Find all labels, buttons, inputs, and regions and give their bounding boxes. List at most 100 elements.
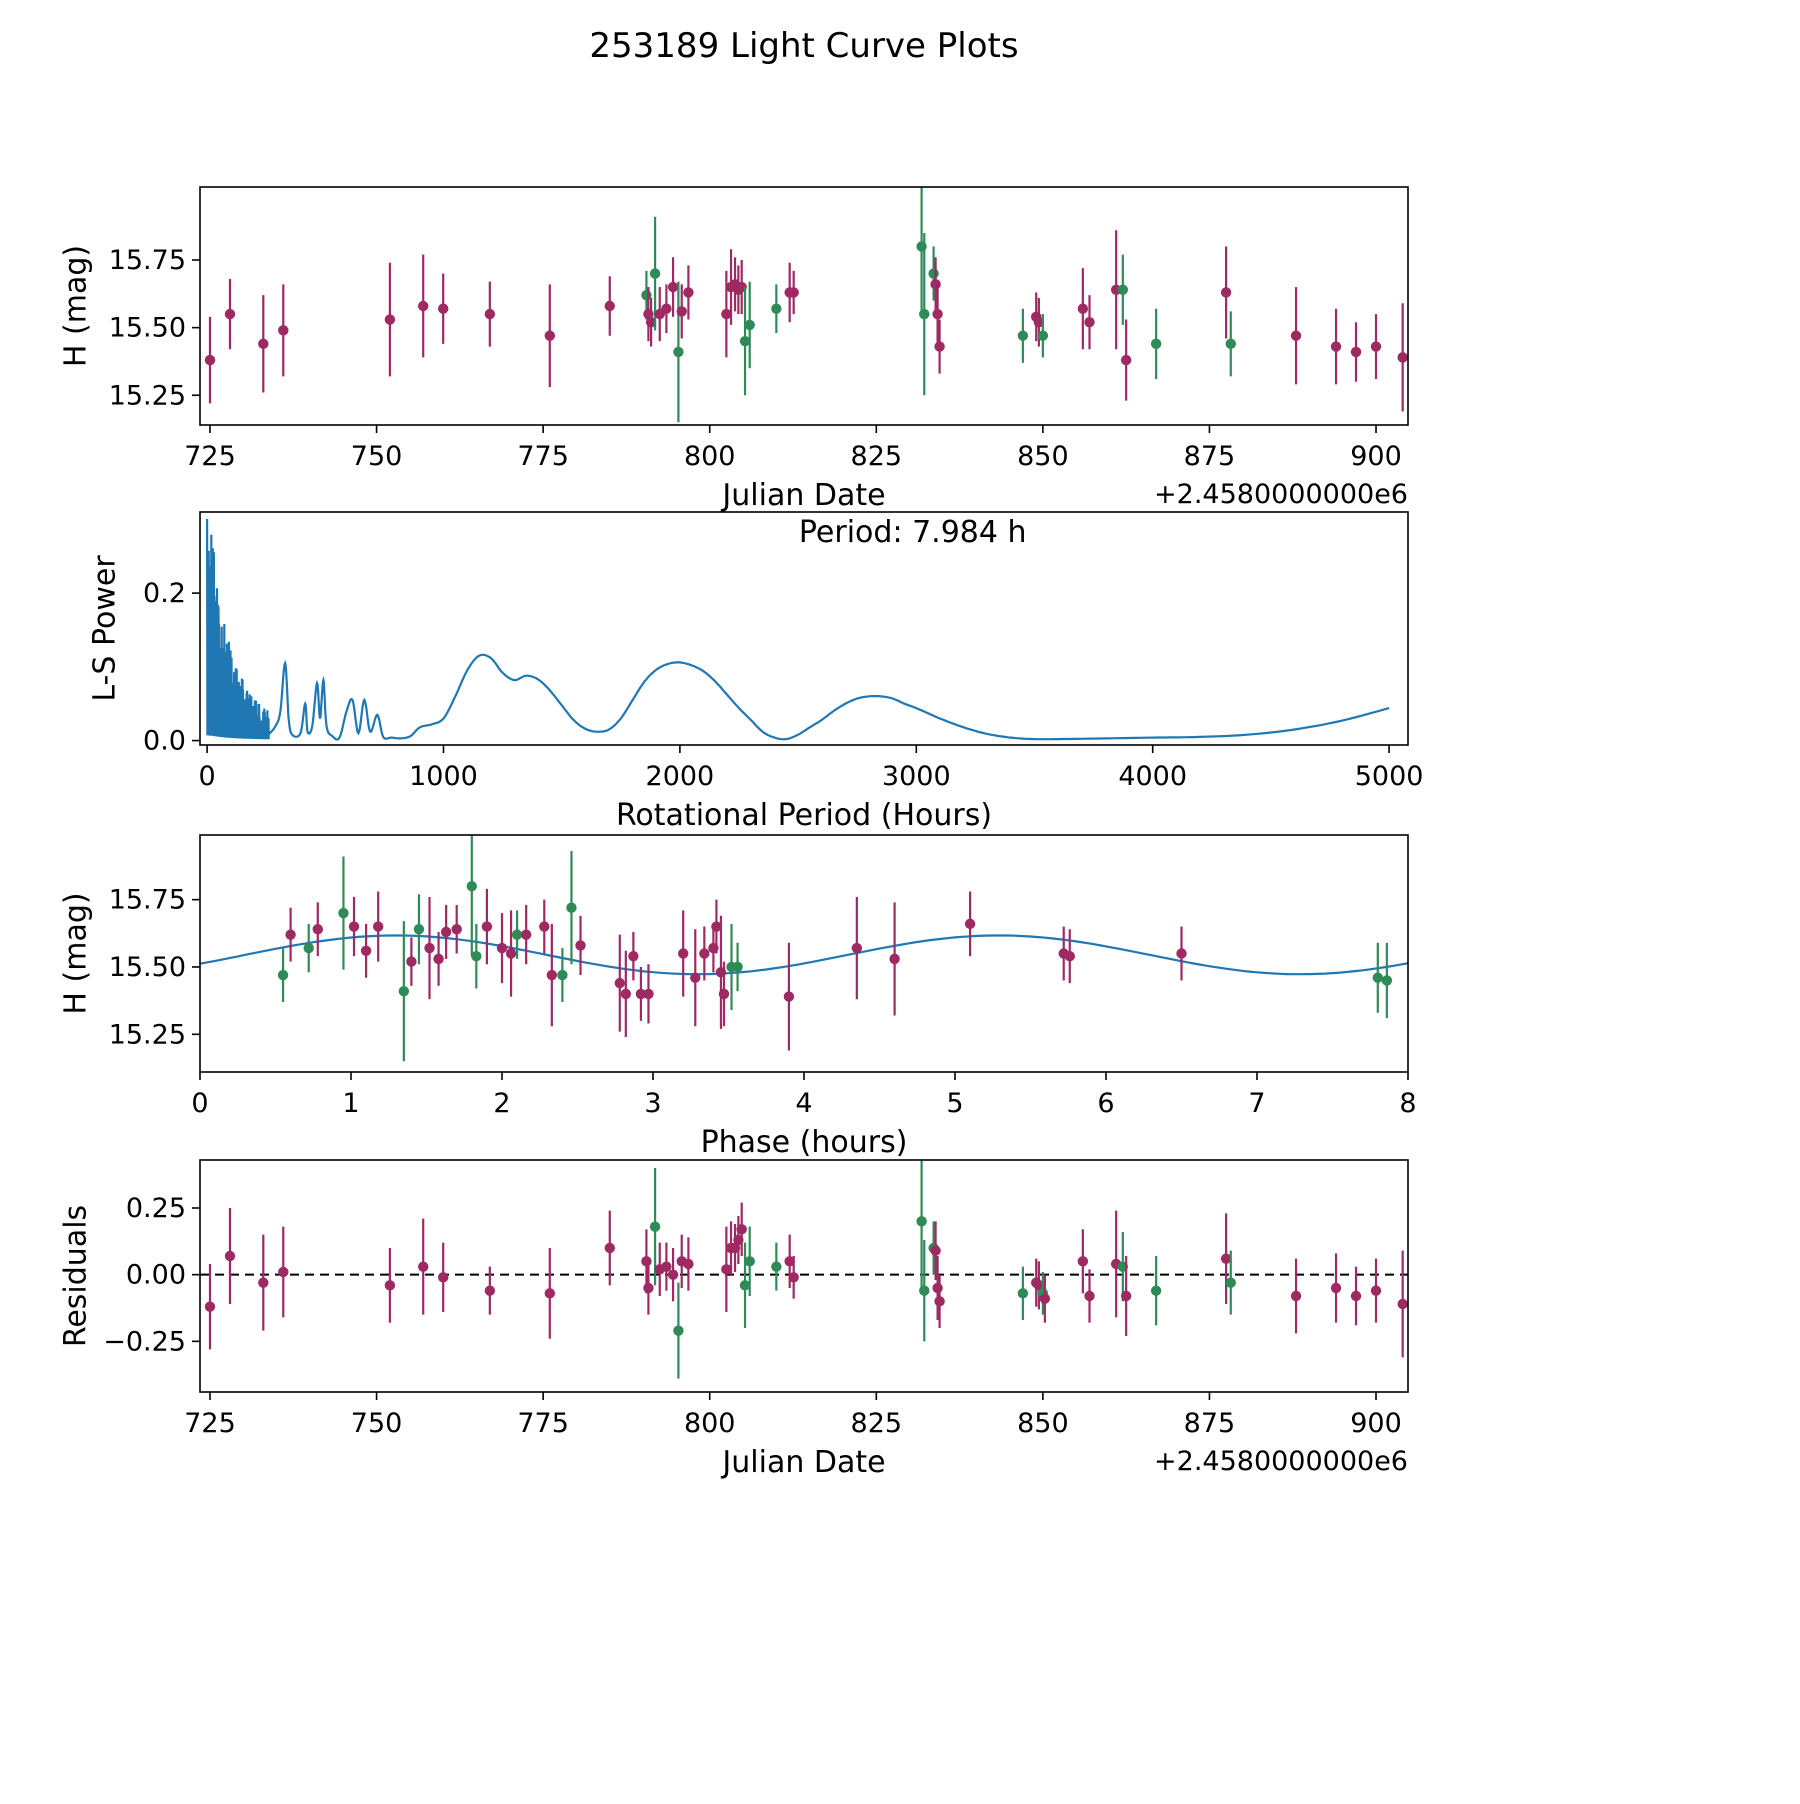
data-point xyxy=(620,988,632,1000)
data-point xyxy=(277,969,289,981)
data-point xyxy=(1077,303,1089,314)
data-point xyxy=(744,319,755,331)
phase-curve-subplot: 0 1 2 3 4 5 6 7 8 15.25 15.50 15.75 Phase (hours) H (… xyxy=(59,834,1417,1160)
data-point xyxy=(649,1221,661,1232)
data-point xyxy=(466,880,477,892)
data-point xyxy=(661,303,672,314)
x-axis-label: Rotational Period (Hours) xyxy=(616,798,992,833)
data-point xyxy=(711,921,722,932)
x-tick-label: 750 xyxy=(351,1408,403,1439)
x-tick-label: 1 xyxy=(342,1088,359,1119)
data-point xyxy=(673,346,684,358)
x-tick-label: 900 xyxy=(1350,441,1402,472)
data-point xyxy=(643,1282,654,1294)
x-tick-label: 0 xyxy=(198,761,215,792)
y-axis-label: H (mag) xyxy=(59,892,94,1014)
x-axis-offset-text: +2.4580000000e6 xyxy=(1154,479,1408,510)
data-point xyxy=(544,1288,556,1299)
data-point xyxy=(546,969,558,981)
residuals-data-area xyxy=(200,1160,1408,1379)
data-point xyxy=(930,279,941,290)
y-tick-label: 15.75 xyxy=(109,885,186,916)
data-point xyxy=(784,1256,795,1267)
data-point xyxy=(1290,330,1302,341)
x-tick-label: 4 xyxy=(795,1088,812,1119)
data-point xyxy=(1372,972,1384,983)
data-point xyxy=(224,1250,236,1262)
data-point xyxy=(204,354,216,366)
data-point xyxy=(1370,341,1382,352)
y-tick-label: 15.50 xyxy=(109,952,186,983)
data-point xyxy=(635,988,647,1000)
data-point xyxy=(1117,284,1129,295)
x-tick-label: 775 xyxy=(517,441,569,472)
data-point xyxy=(1039,1293,1051,1304)
x-tick-label: 7 xyxy=(1248,1088,1265,1119)
x-tick-label: 725 xyxy=(184,1408,236,1439)
x-tick-label: 800 xyxy=(684,1408,736,1439)
data-point xyxy=(398,986,410,997)
data-point xyxy=(1017,330,1029,341)
data-point xyxy=(278,1266,289,1278)
data-point xyxy=(889,953,900,965)
x-tick-label: 725 xyxy=(184,441,236,472)
data-point xyxy=(505,948,517,959)
data-point xyxy=(783,991,795,1002)
data-point xyxy=(732,961,743,973)
data-point xyxy=(312,924,323,935)
data-point xyxy=(440,926,452,938)
data-point xyxy=(667,281,679,293)
x-tick-label: 775 xyxy=(517,1408,569,1439)
data-point xyxy=(424,942,435,954)
axes-spines xyxy=(199,511,1409,746)
data-point xyxy=(934,1296,945,1307)
data-point xyxy=(676,306,687,317)
data-point xyxy=(481,921,493,932)
data-point xyxy=(1150,1285,1162,1296)
data-point xyxy=(1037,330,1049,341)
periodogram-data-area xyxy=(206,518,1390,741)
data-point xyxy=(916,1216,927,1227)
data-point xyxy=(1290,1290,1302,1302)
data-point xyxy=(1033,317,1045,328)
x-tick-label: 825 xyxy=(851,1408,903,1439)
data-point xyxy=(930,1245,941,1256)
data-point xyxy=(278,325,289,336)
period-annotation: Period: 7.984 h xyxy=(799,515,1027,550)
data-point xyxy=(406,956,417,967)
data-point xyxy=(1150,338,1162,350)
data-point xyxy=(557,969,568,981)
data-point xyxy=(384,314,396,325)
data-point xyxy=(1350,346,1362,358)
data-point xyxy=(1084,317,1095,328)
data-point xyxy=(1084,1290,1095,1302)
data-point xyxy=(511,929,523,940)
y-tick-label: −0.25 xyxy=(103,1326,186,1357)
x-tick-label: 3 xyxy=(644,1088,661,1119)
data-point xyxy=(566,902,577,913)
data-point xyxy=(678,948,689,959)
data-point xyxy=(360,945,372,957)
data-point xyxy=(788,1272,799,1283)
data-point xyxy=(736,1224,747,1235)
sinusoid-fit-line xyxy=(200,934,1408,976)
data-point xyxy=(771,1261,782,1272)
data-point xyxy=(628,950,639,962)
data-point xyxy=(919,1285,930,1296)
data-point xyxy=(539,921,550,932)
data-point xyxy=(433,953,444,965)
data-point xyxy=(496,942,508,954)
data-point xyxy=(1330,1282,1342,1294)
data-point xyxy=(1225,338,1236,350)
data-point xyxy=(1176,948,1187,959)
lightcurve-subplot: 725 750 775 800 825 850 875 900 15.25 15.50 15.75 J… xyxy=(59,186,1409,513)
data-point xyxy=(932,1282,943,1294)
data-point xyxy=(739,335,751,347)
data-point xyxy=(1220,1253,1232,1264)
data-point xyxy=(649,268,661,279)
data-point xyxy=(471,950,482,962)
data-point xyxy=(418,1261,429,1272)
data-point xyxy=(645,317,657,328)
x-tick-label: 2000 xyxy=(646,761,715,792)
